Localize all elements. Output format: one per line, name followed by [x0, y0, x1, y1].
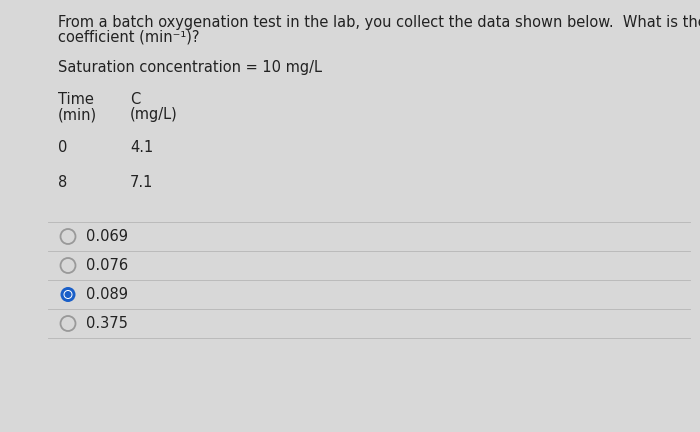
Circle shape	[64, 290, 73, 299]
Text: 0.076: 0.076	[86, 258, 128, 273]
Text: (mg/L): (mg/L)	[130, 107, 178, 122]
Text: (min): (min)	[58, 107, 97, 122]
Text: 0: 0	[58, 140, 67, 155]
Text: C: C	[130, 92, 140, 107]
Text: coefficient (min⁻¹)?: coefficient (min⁻¹)?	[58, 30, 199, 45]
Text: 4.1: 4.1	[130, 140, 153, 155]
Text: Saturation concentration = 10 mg/L: Saturation concentration = 10 mg/L	[58, 60, 322, 75]
Text: From a batch oxygenation test in the lab, you collect the data shown below.  Wha: From a batch oxygenation test in the lab…	[58, 15, 700, 30]
Text: 0.375: 0.375	[86, 316, 128, 331]
Circle shape	[60, 287, 76, 302]
Text: 0.089: 0.089	[86, 287, 128, 302]
Circle shape	[64, 291, 71, 298]
Text: Time: Time	[58, 92, 94, 107]
Text: 0.069: 0.069	[86, 229, 128, 244]
Text: 7.1: 7.1	[130, 175, 153, 190]
Text: 8: 8	[58, 175, 67, 190]
